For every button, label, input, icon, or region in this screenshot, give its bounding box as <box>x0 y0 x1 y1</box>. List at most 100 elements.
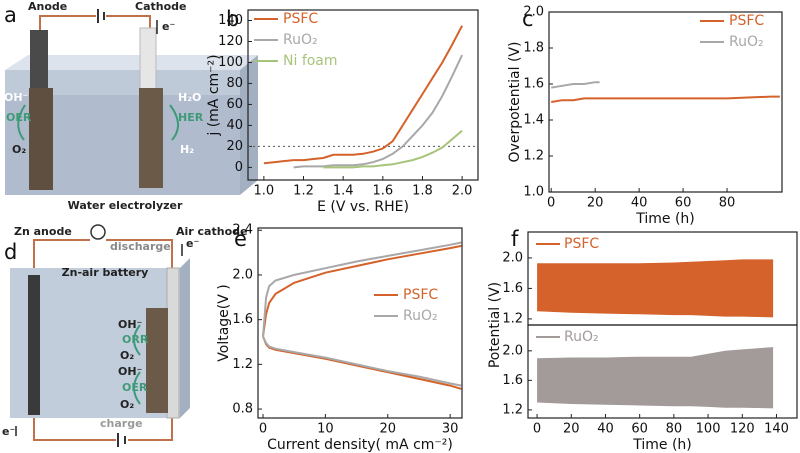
series-line <box>551 95 780 103</box>
y-tick-label: 1.6 <box>523 77 544 92</box>
x-axis-label: E (V vs. RHE) <box>317 199 409 215</box>
x-axis-label: Current density( mA cm⁻²) <box>267 437 453 453</box>
label: OH⁻ <box>4 91 29 104</box>
x-tick-label: 30 <box>442 422 459 437</box>
y-tick-label: 140 <box>218 13 243 28</box>
y-tick-label: 1.4 <box>523 113 544 128</box>
y-tick-label: 2.0 <box>523 5 544 20</box>
panel-label: e <box>234 227 247 251</box>
series-line <box>323 129 463 169</box>
potential-band <box>537 259 774 318</box>
x-tick-label: 60 <box>631 422 648 437</box>
y-tick-label: 2.0 <box>502 250 523 265</box>
label: HER <box>178 111 204 124</box>
y-axis-label: Overpotential (V) <box>507 42 523 163</box>
x-tick-label: 1.0 <box>254 184 275 199</box>
y-tick-label: 1.2 <box>502 402 523 417</box>
label: Zn anode <box>14 225 72 238</box>
x-tick-label: 10 <box>317 422 334 437</box>
panel-label: d <box>4 240 17 264</box>
series-line <box>551 81 600 89</box>
plot-frame <box>527 324 798 419</box>
x-tick-label: 1.8 <box>412 184 433 199</box>
x-tick-label: 20 <box>379 422 396 437</box>
wire <box>39 15 151 30</box>
x-tick-label: 80 <box>719 196 736 211</box>
y-tick-label: 100 <box>218 55 243 70</box>
legend-label: PSFC <box>283 11 318 27</box>
electrolyzer-diagram: a Anode Cathode e⁻ OH⁻ OER O₂ H₂O HER H₂… <box>4 0 258 212</box>
legend-label: Ni foam <box>283 53 338 69</box>
air-cathode <box>166 267 180 419</box>
legend-label: PSFC <box>403 287 438 303</box>
arrow <box>133 324 141 356</box>
arrow <box>17 104 26 141</box>
label: e⁻ <box>186 237 199 250</box>
label: O₂ <box>120 349 134 362</box>
y-axis-label: j (mA cm⁻²) <box>206 54 222 136</box>
y-tick-label: 1.2 <box>523 149 544 164</box>
x-tick-label: 1.6 <box>372 184 393 199</box>
panel-label: f <box>511 227 519 251</box>
x-tick-label: 60 <box>675 196 692 211</box>
y-tick-label: 40 <box>226 118 243 133</box>
y-tick-label: 1.0 <box>523 185 544 200</box>
label: Cathode <box>135 0 186 13</box>
anode-electrode <box>30 30 48 90</box>
cell-side <box>180 258 190 418</box>
legend-label: RuO₂ <box>729 34 764 50</box>
cathode-electrode <box>139 88 163 188</box>
label: O₂ <box>12 143 26 156</box>
x-tick-label: 0 <box>259 422 267 437</box>
label: charge <box>100 417 143 430</box>
x-tick-label: 100 <box>696 422 721 437</box>
label: ORR <box>122 333 149 346</box>
potential-band <box>537 347 774 409</box>
y-tick-label: 60 <box>226 97 243 112</box>
series-line <box>262 335 462 387</box>
wire <box>33 418 173 441</box>
label: O₂ <box>120 398 134 411</box>
y-tick-label: 1.2 <box>232 357 253 372</box>
plot-frame <box>548 11 783 193</box>
panel-label: c <box>522 7 534 31</box>
y-tick-label: 0 <box>235 160 243 175</box>
legend-label: PSFC <box>564 236 599 252</box>
x-tick-label: 120 <box>730 422 755 437</box>
y-tick-label: 2.4 <box>232 223 253 238</box>
series-line <box>262 241 462 337</box>
tank-top <box>5 55 258 70</box>
wire <box>33 239 173 272</box>
label: e⁻ <box>2 425 15 438</box>
x-tick-label: 2.0 <box>452 184 473 199</box>
x-tick-label: 40 <box>597 422 614 437</box>
cathode-electrode <box>139 27 157 91</box>
label: Anode <box>28 0 67 13</box>
label: H₂ <box>180 143 194 156</box>
catalyst-layer <box>146 308 168 413</box>
x-tick-label: 80 <box>666 422 683 437</box>
x-tick-label: 40 <box>631 196 648 211</box>
panel-label: a <box>4 3 17 27</box>
legend-label: PSFC <box>729 13 764 29</box>
panel-label: b <box>226 7 239 31</box>
y-tick-label: 20 <box>226 139 243 154</box>
y-tick-label: 2.0 <box>502 343 523 358</box>
y-tick-label: 1.6 <box>232 312 253 327</box>
y-tick-label: 80 <box>226 76 243 91</box>
x-tick-label: 0 <box>533 422 541 437</box>
arrow <box>169 104 179 141</box>
plot-frame <box>247 9 479 181</box>
y-tick-label: 2.0 <box>232 267 253 282</box>
x-axis-label: Time (h) <box>632 437 692 453</box>
plot-frame <box>257 227 463 419</box>
x-tick-label: 20 <box>563 422 580 437</box>
series-line <box>263 25 463 165</box>
bulb <box>90 224 106 240</box>
label: OER <box>122 381 148 394</box>
label: OH⁻ <box>118 365 143 378</box>
y-axis-label: Voltage(V ) <box>216 284 232 361</box>
caption: Water electrolyzer <box>68 199 183 212</box>
zinc-anode <box>28 275 40 415</box>
